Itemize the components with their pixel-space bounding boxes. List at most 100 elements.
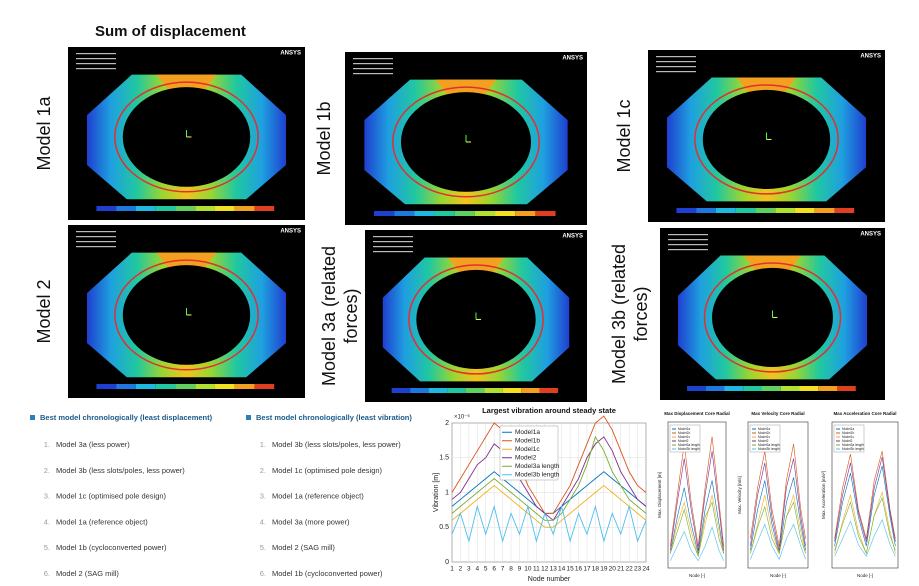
fem-colorbar	[136, 206, 156, 211]
x-tick-label: 13	[550, 566, 558, 573]
fem-colorbar	[837, 386, 856, 391]
fem-colorbar	[215, 384, 235, 389]
list-heading: Best model chronologically (least displa…	[40, 413, 213, 422]
fem-logo: ANSYS	[280, 229, 301, 235]
list-number: 3.	[260, 492, 266, 501]
x-tick-label: 20	[609, 566, 617, 573]
fem-colorbar	[394, 211, 414, 216]
page: {"title": "Sum of displacement", "panels…	[0, 0, 919, 586]
list-item: Model 3a (less power)	[56, 440, 130, 449]
panel-label: Model 1a	[34, 95, 54, 170]
chart-title: Largest vibration around steady state	[482, 406, 616, 415]
list-number: 2.	[260, 466, 266, 475]
fem-header-line	[656, 61, 696, 62]
legend-label: Model3b length	[842, 447, 864, 451]
y-axis-label: Max. Acceleration [m/s²]	[821, 471, 826, 519]
fem-colorbar	[429, 388, 448, 393]
fem-header-line	[76, 53, 116, 54]
x-tick-label: 2	[459, 566, 463, 573]
legend-label: Model3b length	[515, 471, 560, 478]
x-tick-label: 23	[634, 566, 642, 573]
fem-header-line	[76, 68, 116, 69]
x-tick-label: 8	[509, 566, 513, 573]
fem-header-line	[76, 58, 116, 59]
y-multiplier: ×10⁻⁶	[454, 414, 470, 421]
x-tick-label: 10	[524, 566, 532, 573]
fem-colorbar	[435, 211, 455, 216]
fem-colorbar	[775, 208, 795, 213]
fem-header-line	[668, 249, 708, 250]
fem-header-line	[656, 71, 696, 72]
fem-colorbar	[540, 388, 559, 393]
fem-header-line	[668, 244, 708, 245]
x-tick-label: 21	[617, 566, 625, 573]
x-tick-label: 16	[575, 566, 583, 573]
fem-header-line	[668, 234, 708, 235]
fem-colorbar	[447, 388, 466, 393]
legend-label: Model2	[515, 454, 537, 461]
fem-colorbar	[215, 206, 235, 211]
fem-colorbar	[96, 206, 116, 211]
fem-colorbar	[503, 388, 522, 393]
y-tick-label: 2	[445, 420, 449, 427]
list-item: Model 2 (SAG mill)	[272, 543, 335, 552]
fem-header-line	[353, 73, 393, 74]
bullet	[246, 415, 251, 420]
fem-header-line	[353, 63, 393, 64]
fem-colorbar	[800, 386, 819, 391]
fem-colorbar	[392, 388, 411, 393]
fem-colorbar	[195, 206, 215, 211]
list-number: 1.	[260, 440, 266, 449]
list-item: Model 3a (more power)	[272, 517, 350, 526]
x-tick-label: 7	[501, 566, 505, 573]
fem-header-line	[656, 56, 696, 57]
fem-colorbar	[795, 208, 815, 213]
list-number: 6.	[260, 569, 266, 578]
y-tick-label: 0.5	[439, 524, 449, 531]
fem-colorbar	[455, 211, 475, 216]
fem-colorbar	[96, 384, 116, 389]
fem-colorbar	[818, 386, 837, 391]
x-axis-label: Node [-]	[689, 573, 705, 578]
x-tick-label: 11	[533, 566, 540, 573]
fem-colorbar	[175, 206, 195, 211]
y-axis-label: Max. Velocity [m/s]	[737, 476, 742, 514]
list-item: Model 2 (SAG mill)	[56, 569, 119, 578]
x-tick-label: 19	[600, 566, 608, 573]
panel-label: Model 1b	[314, 101, 334, 175]
fem-colorbar	[116, 206, 136, 211]
x-tick-label: 24	[642, 566, 650, 573]
list-item: Model 1c (optimised pole design)	[56, 492, 167, 501]
fem-header-line	[656, 66, 696, 67]
chart-title: Max Displacement Core Radial	[664, 411, 730, 416]
x-tick-label: 9	[518, 566, 522, 573]
fem-colorbar	[156, 206, 176, 211]
y-axis-label: Vibration [m]	[433, 473, 440, 512]
x-tick-label: 12	[541, 566, 549, 573]
list-item: Model 1b (cycloconverted power)	[272, 569, 383, 578]
list-number: 5.	[260, 543, 266, 552]
list-item: Model 1b (cycloconverted power)	[56, 543, 167, 552]
chart-title: Max Acceleration Core Radial	[833, 411, 896, 416]
x-tick-label: 4	[475, 566, 479, 573]
x-tick-label: 22	[626, 566, 634, 573]
list-item: Model 1a (reference object)	[56, 517, 148, 526]
fem-colorbar	[235, 384, 255, 389]
fem-colorbar	[716, 208, 736, 213]
panel-label: forces)	[631, 286, 651, 341]
x-axis-label: Node number	[528, 576, 571, 583]
list-item: Model 1c (optimised pole design)	[272, 466, 383, 475]
fem-colorbar	[254, 384, 274, 389]
fem-colorbar	[687, 386, 706, 391]
list-item: Model 3b (less slots/poles, less power)	[272, 440, 401, 449]
fem-header-line	[76, 241, 116, 242]
list-number: 5.	[44, 543, 50, 552]
fem-header-line	[373, 236, 413, 237]
list-item: Model 1a (reference object)	[272, 492, 364, 501]
fem-header-line	[76, 246, 116, 247]
fem-header-line	[668, 239, 708, 240]
x-tick-label: 3	[467, 566, 471, 573]
x-tick-label: 1	[450, 566, 454, 573]
legend-label: Model1a	[515, 429, 540, 436]
fem-logo: ANSYS	[562, 234, 583, 240]
